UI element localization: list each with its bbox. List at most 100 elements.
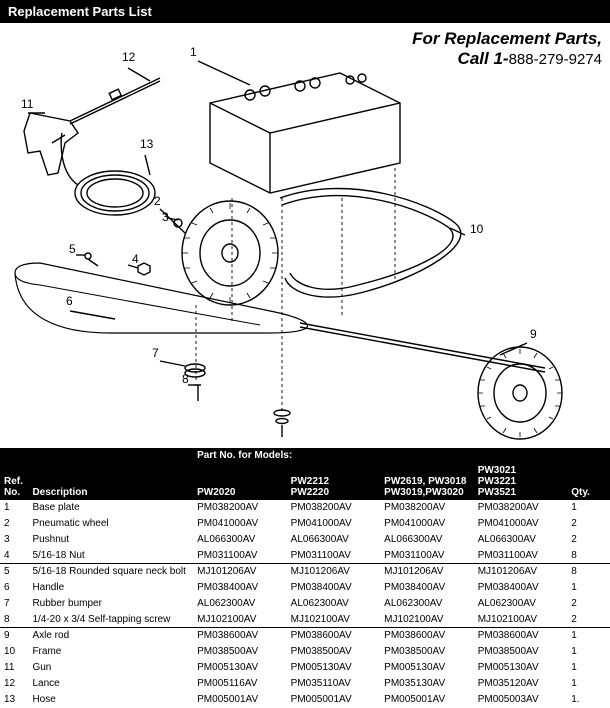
cell-qty: 8 — [567, 564, 610, 580]
cell-m4: PM035120AV — [474, 676, 568, 692]
cell-m1: MJ102100AV — [193, 612, 287, 628]
callout-label: 2 — [154, 194, 161, 208]
col-desc: Description — [28, 463, 193, 500]
cell-m1: AL066300AV — [193, 532, 287, 548]
cell-m2: PM041000AV — [287, 516, 381, 532]
cell-m3: PM031100AV — [380, 548, 474, 564]
cell-m4: PM038600AV — [474, 628, 568, 644]
cell-qty: 2 — [567, 532, 610, 548]
cell-desc: Axle rod — [28, 628, 193, 644]
cell-m1: PM038500AV — [193, 644, 287, 660]
cell-desc: Base plate — [28, 500, 193, 516]
diagram-labels: 11211132354678109 — [21, 45, 537, 386]
cell-m1: PM038600AV — [193, 628, 287, 644]
cell-m2: PM031100AV — [287, 548, 381, 564]
cell-desc: 5/16-18 Rounded square neck bolt — [28, 564, 193, 580]
table-row: 45/16-18 NutPM031100AVPM031100AVPM031100… — [0, 548, 610, 564]
parts-table: Part No. for Models: Ref. No. Descriptio… — [0, 448, 610, 708]
cell-m4: MJ102100AV — [474, 612, 568, 628]
callout-label: 9 — [530, 327, 537, 341]
cell-ref: 9 — [0, 628, 28, 644]
cell-m2: PM038500AV — [287, 644, 381, 660]
parts-table-header: Part No. for Models: Ref. No. Descriptio… — [0, 448, 610, 500]
page-title: Replacement Parts List — [8, 4, 152, 19]
table-row: 81/4-20 x 3/4 Self-tapping screwMJ102100… — [0, 612, 610, 628]
cell-qty: 1 — [567, 676, 610, 692]
cell-desc: Lance — [28, 676, 193, 692]
cell-m2: PM038400AV — [287, 580, 381, 596]
gun-icon — [24, 113, 78, 175]
cell-ref: 2 — [0, 516, 28, 532]
cell-m3: PM038500AV — [380, 644, 474, 660]
cell-ref: 5 — [0, 564, 28, 580]
cell-qty: 2 — [567, 516, 610, 532]
cell-m2: MJ102100AV — [287, 612, 381, 628]
axle-rod-icon — [300, 323, 545, 372]
cell-qty: 1 — [567, 660, 610, 676]
cell-m3: AL062300AV — [380, 596, 474, 612]
callout-label: 12 — [122, 50, 136, 64]
cell-desc: Hose — [28, 692, 193, 708]
callout-label: 5 — [69, 242, 76, 256]
cell-m2: PM035110AV — [287, 676, 381, 692]
cell-ref: 11 — [0, 660, 28, 676]
callout-label: 10 — [470, 222, 484, 236]
cell-m4: PM038400AV — [474, 580, 568, 596]
cell-qty: 1 — [567, 628, 610, 644]
cell-qty: 1 — [567, 500, 610, 516]
cell-qty: 8 — [567, 548, 610, 564]
cell-m3: PM035130AV — [380, 676, 474, 692]
cell-desc: Pneumatic wheel — [28, 516, 193, 532]
cell-ref: 1 — [0, 500, 28, 516]
cell-ref: 7 — [0, 596, 28, 612]
parts-table-body: 1Base platePM038200AVPM038200AVPM038200A… — [0, 500, 610, 708]
cell-ref: 8 — [0, 612, 28, 628]
cell-m1: PM005130AV — [193, 660, 287, 676]
callout-label: 4 — [132, 252, 139, 266]
cell-m2: AL062300AV — [287, 596, 381, 612]
cell-m1: AL062300AV — [193, 596, 287, 612]
bolt-icon — [76, 253, 98, 266]
cell-m3: MJ102100AV — [380, 612, 474, 628]
cell-m1: MJ101206AV — [193, 564, 287, 580]
table-row: 6HandlePM038400AVPM038400AVPM038400AVPM0… — [0, 580, 610, 596]
frame-icon — [280, 188, 461, 297]
cell-desc: Pushnut — [28, 532, 193, 548]
cell-m3: PM038200AV — [380, 500, 474, 516]
cell-m2: PM005001AV — [287, 692, 381, 708]
cell-m3: PM041000AV — [380, 516, 474, 532]
callout-label: 1 — [190, 45, 197, 59]
cell-m4: AL062300AV — [474, 596, 568, 612]
base-plate-icon — [210, 73, 400, 193]
cell-m4: PM031100AV — [474, 548, 568, 564]
cell-m1: PM031100AV — [193, 548, 287, 564]
callout-label: 3 — [162, 210, 169, 224]
callout-label: 7 — [152, 346, 159, 360]
cell-m2: PM038200AV — [287, 500, 381, 516]
exploded-diagram: For Replacement Parts, Call 1-888-279-92… — [0, 23, 610, 448]
cell-m4: PM038500AV — [474, 644, 568, 660]
cell-m2: MJ101206AV — [287, 564, 381, 580]
cell-m3: PM005130AV — [380, 660, 474, 676]
cell-qty: 2 — [567, 612, 610, 628]
screw-icon — [188, 385, 201, 401]
cell-ref: 3 — [0, 532, 28, 548]
table-row: 2Pneumatic wheelPM041000AVPM041000AVPM04… — [0, 516, 610, 532]
table-row: 1Base platePM038200AVPM038200AVPM038200A… — [0, 500, 610, 516]
cell-desc: Frame — [28, 644, 193, 660]
cell-m1: PM041000AV — [193, 516, 287, 532]
cell-qty: 1 — [567, 580, 610, 596]
callout-label: 13 — [140, 137, 154, 151]
cell-m1: PM038200AV — [193, 500, 287, 516]
cell-m3: PM005001AV — [380, 692, 474, 708]
cell-m4: PM038200AV — [474, 500, 568, 516]
cell-m2: AL066300AV — [287, 532, 381, 548]
cell-m1: PM005116AV — [193, 676, 287, 692]
cell-desc: 5/16-18 Nut — [28, 548, 193, 564]
cell-m4: MJ101206AV — [474, 564, 568, 580]
cell-desc: Gun — [28, 660, 193, 676]
cell-m3: MJ101206AV — [380, 564, 474, 580]
table-row: 9Axle rodPM038600AVPM038600AVPM038600AVP… — [0, 628, 610, 644]
col-qty: Qty. — [567, 463, 610, 500]
diagram-svg: 11211132354678109 — [0, 23, 610, 448]
